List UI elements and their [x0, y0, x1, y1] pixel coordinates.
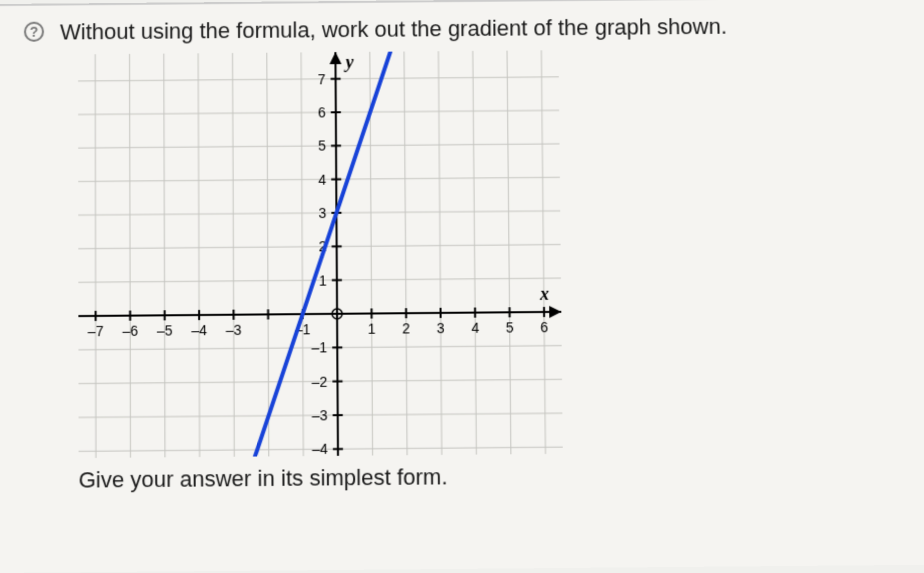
svg-text:–3: –3 — [312, 407, 328, 423]
svg-text:7: 7 — [318, 71, 326, 87]
svg-text:–2: –2 — [312, 373, 328, 389]
graph-container: –7–6–5–4–3–1123456–4–3–2–11234567xy — [78, 47, 908, 463]
graph-svg: –7–6–5–4–3–1123456–4–3–2–11234567xy — [78, 50, 563, 458]
svg-text:6: 6 — [540, 319, 548, 335]
svg-text:5: 5 — [506, 319, 514, 335]
worksheet-page: ? Without using the formula, work out th… — [0, 0, 924, 573]
question-text: Without using the formula, work out the … — [60, 12, 727, 49]
svg-text:4: 4 — [318, 171, 326, 187]
svg-text:–1: –1 — [312, 339, 328, 355]
svg-text:–4: –4 — [191, 322, 207, 338]
svg-text:4: 4 — [471, 319, 479, 335]
svg-text:1: 1 — [368, 320, 376, 336]
svg-text:3: 3 — [437, 320, 445, 336]
svg-text:x: x — [539, 283, 549, 303]
svg-text:y: y — [343, 52, 354, 72]
question-footer: Give your answer in its simplest form. — [79, 460, 909, 494]
svg-text:–4: –4 — [312, 441, 328, 457]
svg-text:1: 1 — [319, 272, 327, 288]
svg-text:2: 2 — [402, 320, 410, 336]
svg-text:–3: –3 — [226, 322, 242, 338]
svg-text:–5: –5 — [157, 322, 173, 338]
svg-text:–7: –7 — [88, 323, 104, 339]
help-icon-glyph: ? — [30, 24, 39, 40]
svg-text:3: 3 — [319, 205, 327, 221]
svg-text:5: 5 — [318, 138, 326, 154]
question-row: ? Without using the formula, work out th… — [24, 10, 901, 48]
svg-text:–6: –6 — [122, 322, 138, 338]
svg-text:6: 6 — [318, 104, 326, 120]
help-icon[interactable]: ? — [24, 22, 44, 42]
